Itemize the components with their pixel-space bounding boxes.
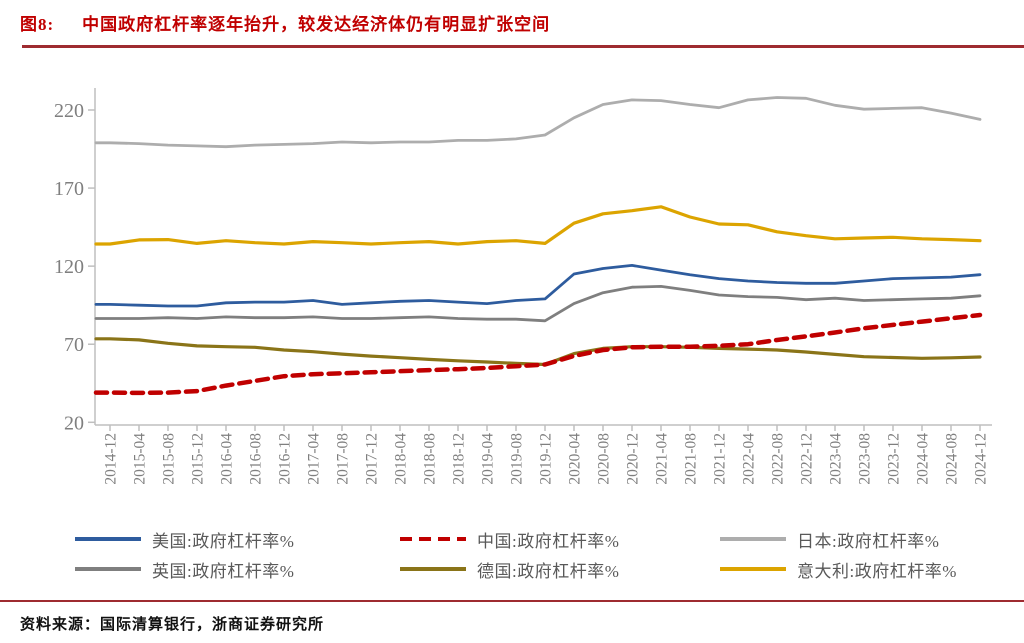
legend-swatch-us: [75, 537, 141, 541]
x-tick-label: 2016-08: [248, 433, 265, 485]
series-line-us: [94, 263, 982, 308]
legend-swatch-japan: [720, 537, 786, 541]
y-tick-label: 120: [54, 256, 84, 278]
x-tick-label: 2016-12: [277, 433, 294, 485]
legend-item-uk: 英国:政府杠杆率%: [75, 554, 400, 584]
y-tick-label: 170: [54, 178, 84, 200]
legend-swatch-germany: [400, 567, 466, 571]
legend-label-germany: 德国:政府杠杆率%: [477, 561, 620, 581]
x-tick-label: 2018-08: [422, 433, 439, 485]
y-tick-label: 20: [64, 412, 84, 434]
legend-swatch-uk: [75, 567, 141, 571]
legend-item-china: 中国:政府杠杆率%: [400, 524, 720, 554]
legend-label-italy: 意大利:政府杠杆率%: [797, 561, 957, 581]
x-tick-label: 2019-08: [509, 433, 526, 485]
x-tick-label: 2021-08: [683, 433, 700, 485]
source-text: 国际清算银行，浙商证券研究所: [100, 617, 325, 633]
legend-label-uk: 英国:政府杠杆率%: [152, 561, 295, 581]
x-tick-label: 2018-12: [451, 433, 468, 485]
legend-label-us: 美国:政府杠杆率%: [152, 531, 295, 551]
x-tick-label: 2021-12: [712, 433, 729, 485]
x-tick-label: 2021-04: [654, 433, 671, 485]
x-tick-label: 2024-08: [944, 433, 961, 485]
x-tick-label: 2020-12: [625, 433, 642, 485]
source-label: 资料来源：: [20, 617, 101, 633]
x-tick-label: 2017-12: [364, 433, 381, 485]
y-tick-label: 70: [64, 334, 84, 356]
title-divider-rule: [22, 45, 1024, 48]
legend-item-japan: 日本:政府杠杆率%: [720, 524, 980, 554]
x-tick-label: 2016-04: [219, 433, 236, 485]
x-tick-label: 2023-12: [886, 433, 903, 485]
legend-item-us: 美国:政府杠杆率%: [75, 524, 400, 554]
x-tick-label: 2017-08: [335, 433, 352, 485]
x-tick-label: 2017-04: [306, 433, 323, 485]
series-line-italy: [94, 205, 982, 246]
x-tick-label: 2024-04: [915, 433, 932, 485]
y-tick-label: 220: [54, 100, 84, 122]
footer-divider-rule: [0, 600, 1024, 602]
x-tick-label: 2023-08: [857, 433, 874, 485]
x-tick-label: 2018-04: [393, 433, 410, 485]
series-line-japan: [94, 96, 982, 149]
series-line-china: [93, 312, 983, 396]
x-tick-label: 2022-12: [799, 433, 816, 485]
legend-label-japan: 日本:政府杠杆率%: [797, 531, 940, 551]
legend-item-germany: 德国:政府杠杆率%: [400, 554, 720, 584]
x-tick-label: 2015-04: [132, 433, 149, 485]
x-tick-label: 2022-08: [770, 433, 787, 485]
x-tick-label: 2015-12: [190, 433, 207, 485]
legend-label-china: 中国:政府杠杆率%: [477, 531, 620, 551]
series-line-germany: [94, 337, 982, 367]
figure-number: 图8:: [20, 15, 55, 34]
figure-title: 中国政府杠杆率逐年抬升，较发达经济体仍有明显扩张空间: [82, 15, 551, 34]
x-tick-label: 2022-04: [741, 433, 758, 485]
x-tick-label: 2014-12: [103, 433, 120, 485]
x-tick-label: 2020-04: [567, 433, 584, 485]
x-tick-label: 2019-12: [538, 433, 555, 485]
figure-title-row: 图8: 中国政府杠杆率逐年抬升，较发达经济体仍有明显扩张空间: [20, 10, 550, 35]
legend-swatch-italy: [720, 567, 786, 571]
legend-swatch-china: [400, 536, 466, 542]
chart-legend: 美国:政府杠杆率% 中国:政府杠杆率% 日本:政府杠杆率% 英国:政府杠杆率% 德国:政…: [75, 524, 995, 584]
source-note: 资料来源：国际清算银行，浙商证券研究所: [20, 613, 324, 634]
x-tick-label: 2019-04: [480, 433, 497, 485]
x-tick-label: 2023-04: [828, 433, 845, 485]
series-line-uk: [94, 284, 982, 323]
legend-item-italy: 意大利:政府杠杆率%: [720, 554, 980, 584]
x-tick-label: 2024-12: [973, 433, 990, 485]
x-tick-label: 2015-08: [161, 433, 178, 485]
x-tick-label: 2020-08: [596, 433, 613, 485]
